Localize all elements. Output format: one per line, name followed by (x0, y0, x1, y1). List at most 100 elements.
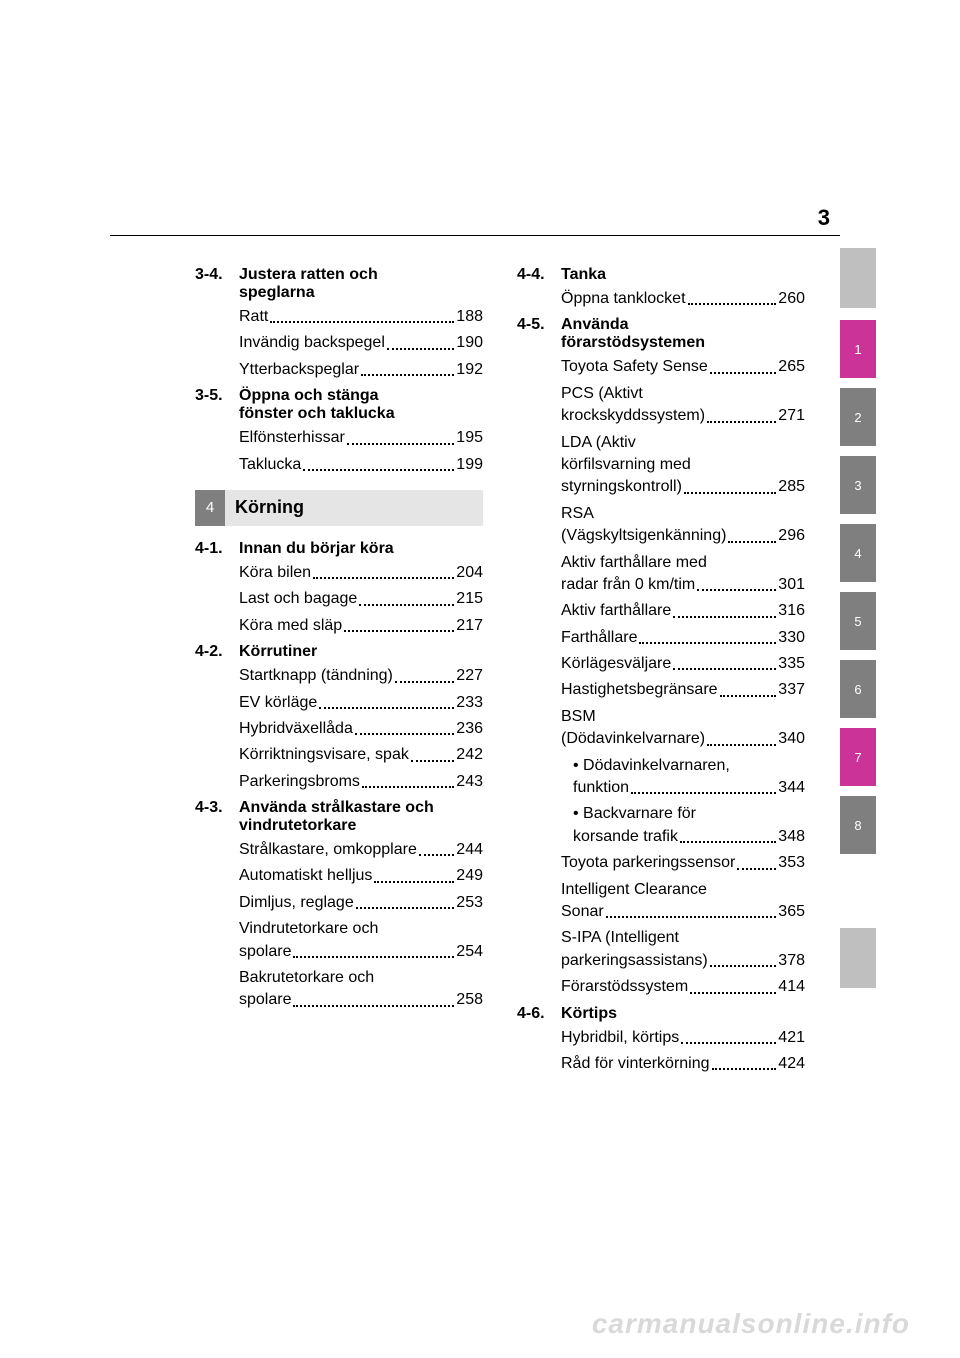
entry-page: 260 (778, 288, 805, 310)
entry-label-line3: styrningskontroll) (561, 476, 682, 498)
entry-label: Elfönsterhissar (239, 427, 345, 449)
entry-page: 249 (456, 865, 483, 887)
entry-label: Öppna tanklocket (561, 288, 686, 310)
toc-entry: Parkeringsbroms243 (239, 771, 483, 793)
toc-entry: Ratt188 (239, 306, 483, 328)
leader-dots (361, 374, 454, 376)
side-tab[interactable]: 2 (840, 388, 876, 446)
entry-label-line2: körfilsvarning med (561, 454, 805, 476)
section-title: Använda strålkastare och vindrutetorkare (239, 799, 483, 835)
entry-label: Körlägesväljare (561, 653, 671, 675)
toc-subentry: • Backvarnare förkorsande trafik348 (573, 803, 805, 848)
entry-page: 236 (456, 718, 483, 740)
leader-dots (673, 616, 776, 618)
leader-dots (639, 642, 776, 644)
side-tab[interactable]: 8 (840, 796, 876, 854)
leader-dots (362, 786, 454, 788)
side-tab-filler-bottom (840, 928, 876, 988)
toc-entry: Bakrutetorkare ochspolare258 (239, 967, 483, 1012)
leader-dots (395, 681, 454, 683)
entry-page: 348 (778, 826, 805, 848)
toc-entry: Köra med släp 217 (239, 615, 483, 637)
side-tab-filler-top (840, 248, 876, 308)
toc-entry: S-IPA (Intelligentparkeringsassistans)37… (561, 927, 805, 972)
entry-page: 254 (456, 941, 483, 963)
side-tabs: 1 2 3 4 5 6 7 8 (840, 320, 876, 864)
leader-dots (313, 577, 454, 579)
entry-label-line1: Vindrutetorkare och (239, 918, 483, 940)
section-title-line1: Öppna och stänga (239, 387, 379, 404)
entry-label-line1: Intelligent Clearance (561, 879, 805, 901)
leader-dots (712, 1068, 777, 1070)
entry-label: Köra med släp (239, 615, 342, 637)
entry-page: 243 (456, 771, 483, 793)
toc-entry: Strålkastare, omkopplare 244 (239, 839, 483, 861)
entry-page: 285 (778, 476, 805, 498)
section-title-line2: fönster och taklucka (239, 405, 395, 422)
side-tab[interactable]: 5 (840, 592, 876, 650)
section-title: Justera ratten och speglarna (239, 266, 483, 302)
leader-dots (690, 992, 776, 994)
entry-label: Ytterbackspeglar (239, 359, 359, 381)
side-tab[interactable]: 3 (840, 456, 876, 514)
entry-label: Råd för vinterkörning (561, 1053, 710, 1075)
section-3-4-heading: 3-4. Justera ratten och speglarna (195, 266, 483, 302)
entry-page: 217 (456, 615, 483, 637)
section-number: 4-6. (517, 1005, 561, 1023)
entry-label: Köra bilen (239, 562, 311, 584)
entry-page: 192 (456, 359, 483, 381)
section-title: Tanka (561, 266, 805, 284)
toc-entry: Dimljus, reglage 253 (239, 892, 483, 914)
section-title-line1: Använda strålkastare och (239, 799, 434, 816)
header-rule (110, 235, 840, 236)
toc-entry: Körriktningsvisare, spak242 (239, 744, 483, 766)
entry-page: 271 (778, 405, 805, 427)
leader-dots (355, 733, 454, 735)
entry-label: Last och bagage (239, 588, 357, 610)
leader-dots (680, 841, 776, 843)
entry-page: 337 (778, 679, 805, 701)
entry-page: 253 (456, 892, 483, 914)
entry-page: 296 (778, 525, 805, 547)
section-title: Körtips (561, 1005, 805, 1023)
side-tab[interactable]: 6 (840, 660, 876, 718)
entry-label-line2: funktion (573, 777, 629, 799)
leader-dots (387, 348, 454, 350)
entry-label: EV körläge (239, 692, 317, 714)
toc-entry: Ytterbackspeglar 192 (239, 359, 483, 381)
chapter-title: Körning (225, 490, 483, 526)
entry-label-line1: Aktiv farthållare med (561, 552, 805, 574)
toc-entry: Toyota parkeringssensor353 (561, 852, 805, 874)
entry-page: 365 (778, 901, 805, 923)
entry-label-line1: PCS (Aktivt (561, 383, 805, 405)
entry-label-line1: S-IPA (Intelligent (561, 927, 805, 949)
toc-entry: Taklucka199 (239, 454, 483, 476)
entry-label: Dimljus, reglage (239, 892, 354, 914)
toc-entry: Farthållare330 (561, 627, 805, 649)
side-tab[interactable]: 4 (840, 524, 876, 582)
leader-dots (293, 1005, 454, 1007)
leader-dots (707, 421, 776, 423)
toc-subentry: • Dödavinkelvarnaren,funktion344 (573, 755, 805, 800)
toc-entry: Aktiv farthållare medradar från 0 km/tim… (561, 552, 805, 597)
toc-entry: Råd för vinterkörning424 (561, 1053, 805, 1075)
entry-label: Toyota parkeringssensor (561, 852, 735, 874)
entry-label: Toyota Safety Sense (561, 356, 708, 378)
entry-label: Strålkastare, omkopplare (239, 839, 417, 861)
watermark: carmanualsonline.info (592, 1308, 910, 1340)
entry-page: 244 (456, 839, 483, 861)
leader-dots (411, 760, 454, 762)
entry-label: Hybridväxellåda (239, 718, 353, 740)
section-title-line2: förarstödsystemen (561, 334, 705, 351)
side-tab[interactable]: 7 (840, 728, 876, 786)
section-number: 4-3. (195, 799, 239, 835)
entry-page: 265 (778, 356, 805, 378)
entry-label: Ratt (239, 306, 268, 328)
entry-page: 421 (778, 1027, 805, 1049)
toc-left-column: 3-4. Justera ratten och speglarna Ratt18… (195, 260, 483, 1075)
side-tab[interactable]: 1 (840, 320, 876, 378)
leader-dots (606, 916, 777, 918)
leader-dots (688, 303, 777, 305)
entry-page: 204 (456, 562, 483, 584)
toc-entry: Körlägesväljare335 (561, 653, 805, 675)
